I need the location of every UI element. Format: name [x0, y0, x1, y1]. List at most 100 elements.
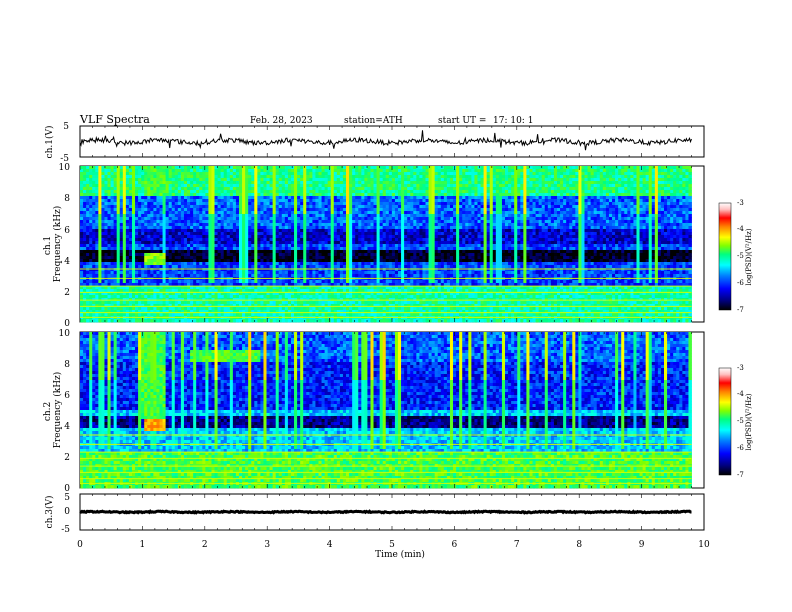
spectrogram-cell	[612, 202, 616, 206]
spectrogram-cell	[575, 220, 579, 224]
spectrogram-cell	[355, 232, 359, 236]
spectrogram-cell	[428, 166, 433, 170]
spectrogram-cell	[266, 211, 270, 215]
spectrogram-cell	[245, 208, 249, 212]
spectrogram-cell	[523, 175, 527, 179]
spectrogram-cell	[159, 205, 163, 209]
spectrogram-cell	[367, 214, 371, 218]
spectrogram-cell	[664, 193, 668, 197]
spectrogram-cell	[278, 172, 283, 176]
spectrogram-cell	[235, 175, 240, 179]
spectrogram-cell	[251, 202, 255, 206]
spectrogram-cell	[462, 220, 466, 224]
spectrogram-cell	[459, 199, 463, 203]
spectrogram-cell	[107, 199, 111, 203]
spectrogram-cell	[95, 184, 99, 188]
spectrogram-cell	[382, 223, 387, 227]
spectrogram-cell	[480, 187, 485, 191]
spectrogram-cell	[190, 199, 194, 203]
spectrogram-cell	[394, 196, 399, 200]
spectrogram-cell	[483, 196, 488, 200]
spectrogram-cell	[223, 238, 228, 242]
spectrogram-cell	[110, 172, 115, 176]
spectrogram-cell	[248, 190, 252, 194]
spectrogram-cell	[119, 178, 124, 182]
spectrogram-cell	[633, 208, 637, 212]
spectrogram-cell	[150, 223, 154, 227]
spectrogram-cell	[480, 175, 485, 179]
spectrogram-cell	[324, 181, 329, 185]
spectrogram-cell	[349, 229, 353, 233]
spectrogram-cell	[312, 172, 316, 176]
spectrogram-cell	[379, 208, 384, 212]
spectrogram-cell	[443, 214, 448, 218]
spectrogram-cell	[446, 169, 451, 173]
spectrogram-cell	[602, 181, 607, 185]
spectrogram-cell	[667, 196, 671, 200]
spectrogram-cell	[159, 208, 163, 212]
spectrogram-cell	[489, 169, 494, 173]
spectrogram-cell	[495, 211, 500, 215]
spectrogram-cell	[456, 184, 460, 188]
spectrogram-cell	[566, 175, 570, 179]
spectrogram-cell	[336, 229, 341, 233]
spectrogram-cell	[520, 229, 524, 233]
spectrogram-cell	[511, 178, 515, 182]
spectrogram-cell	[373, 199, 377, 203]
spectrogram-cell	[394, 223, 399, 227]
spectrogram-cell	[547, 229, 552, 233]
spectrogram-cell	[520, 202, 524, 206]
spectrogram-cell	[141, 205, 145, 209]
spectrogram-cell	[679, 178, 683, 182]
spectrogram-cell	[535, 220, 540, 224]
spectrogram-cell	[651, 196, 656, 200]
spectrogram-cell	[517, 193, 521, 197]
spectrogram-cell	[226, 172, 231, 176]
spectrogram-cell	[468, 193, 472, 197]
spectrogram-cell	[300, 178, 304, 182]
spectrogram-cell	[428, 217, 433, 221]
spectrogram-cell	[119, 223, 124, 227]
spectrogram-cell	[260, 184, 264, 188]
spectrogram-cell	[107, 235, 111, 239]
spectrogram-cell	[471, 214, 475, 218]
spectrogram-cell	[290, 202, 295, 206]
spectrogram-cell	[679, 199, 683, 203]
spectrogram-cell	[107, 208, 111, 212]
spectrogram-cell	[141, 223, 145, 227]
spectrogram-cell	[116, 169, 121, 173]
spectrogram-cell	[373, 235, 377, 239]
spectrogram-cell	[141, 220, 145, 224]
spectrogram-cell	[89, 235, 93, 239]
spectrogram-cell	[385, 184, 390, 188]
spectrogram-cell	[673, 184, 677, 188]
spectrogram-cell	[107, 226, 111, 230]
spectrogram-cell	[453, 232, 457, 236]
spectrogram-cell	[321, 184, 326, 188]
spectrogram-cell	[462, 226, 466, 230]
spectrogram-cell	[679, 223, 683, 227]
spectrogram-cell	[608, 172, 613, 176]
spectrogram-cell	[416, 169, 420, 173]
spectrogram-cell	[443, 223, 448, 227]
spectrogram-cell	[138, 199, 142, 203]
spectrogram-cell	[144, 184, 148, 188]
spectrogram-cell	[419, 220, 423, 224]
spectrogram-cell	[413, 208, 417, 212]
spectrogram-cell	[226, 196, 231, 200]
spectrogram-cell	[254, 193, 258, 197]
spectrogram-cell	[232, 196, 237, 200]
spectrogram-cell	[278, 235, 283, 239]
spectrogram-cell	[636, 217, 640, 221]
spectrogram-cell	[86, 202, 90, 206]
spectrogram-cell	[633, 175, 637, 179]
spectrogram-cell	[177, 226, 182, 230]
spectrogram-cell	[162, 235, 167, 239]
spectrogram-cell	[489, 220, 494, 224]
spectrogram-cell	[128, 166, 133, 170]
spectrogram-cell	[394, 190, 399, 194]
spectrogram-cell	[147, 232, 151, 236]
spectrogram-cell	[278, 220, 283, 224]
spectrogram-cell	[208, 208, 212, 212]
spectrogram-cell	[456, 229, 460, 233]
